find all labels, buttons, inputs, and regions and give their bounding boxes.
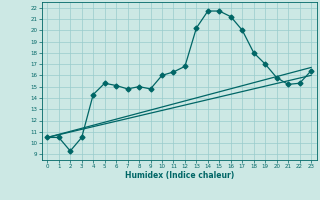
X-axis label: Humidex (Indice chaleur): Humidex (Indice chaleur) — [124, 171, 234, 180]
